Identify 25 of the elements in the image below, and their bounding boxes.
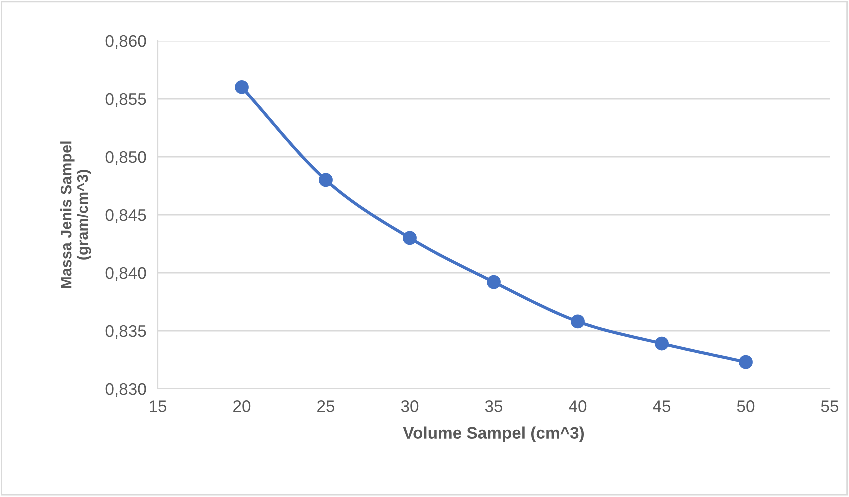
y-axis-title: Massa Jenis Sampel (gram/cm^3) [60, 142, 92, 288]
point [571, 314, 585, 329]
y-tick-label: 0,850 [106, 151, 146, 166]
point [739, 355, 753, 370]
point [655, 336, 669, 351]
x-tick-label: 30 [401, 400, 419, 412]
x-tick-label: 45 [653, 400, 671, 412]
point [319, 173, 333, 188]
y-tick-label: 0,845 [106, 209, 146, 224]
y-tick-label: 0,840 [106, 267, 146, 282]
x-tick-label: 55 [821, 400, 839, 412]
x-tick-label: 50 [737, 400, 755, 412]
x-tick-label: 25 [318, 400, 335, 412]
x-tick-label: 15 [150, 400, 167, 412]
point [487, 275, 501, 290]
x-tick-label: 35 [485, 400, 503, 412]
y-tick-label: 0,855 [106, 93, 146, 108]
y-tick-label: 0,835 [106, 325, 146, 340]
point [235, 80, 249, 94]
y-tick-label: 0,860 [106, 35, 146, 50]
x-tick-label: 40 [569, 400, 587, 412]
point [403, 231, 417, 246]
x-axis-title: Volume Sampel (cm^3) [403, 426, 584, 442]
x-tick-label: 20 [234, 400, 251, 412]
y-tick-label: 0,830 [106, 383, 146, 398]
